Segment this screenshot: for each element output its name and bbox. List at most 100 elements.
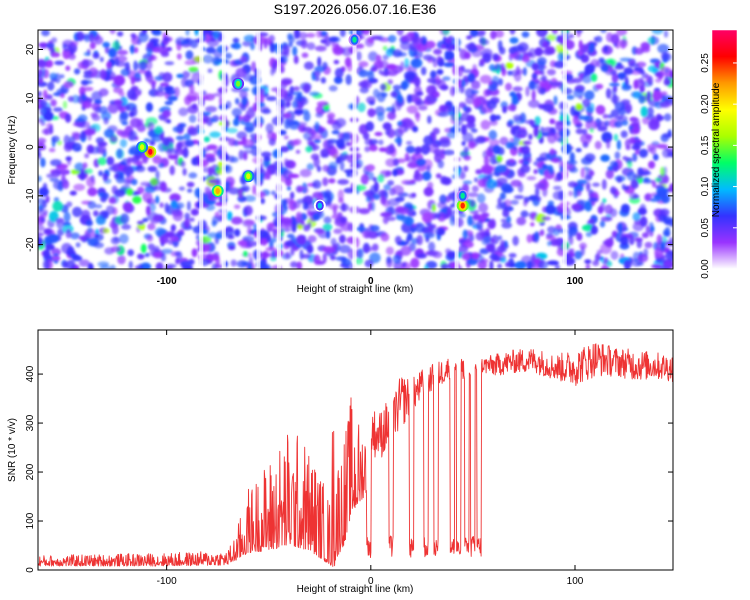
heatmap-cell bbox=[190, 208, 199, 216]
heatmap-cell bbox=[239, 56, 248, 63]
heatmap-cell bbox=[547, 240, 552, 247]
heatmap-cell bbox=[516, 134, 526, 139]
heatmap-cell bbox=[49, 124, 54, 135]
heatmap-cell bbox=[387, 180, 395, 186]
heatmap-cell bbox=[639, 216, 648, 227]
heatmap-cell bbox=[215, 232, 222, 240]
heatmap-cell bbox=[390, 91, 398, 98]
heatmap-cell bbox=[663, 30, 669, 38]
heatmap-cell bbox=[50, 169, 61, 178]
heatmap-cell bbox=[443, 62, 455, 68]
heatmap-cell bbox=[182, 168, 187, 176]
heatmap-cell bbox=[142, 217, 149, 223]
heatmap-cell bbox=[328, 85, 338, 92]
heatmap-cell bbox=[290, 191, 295, 200]
heatmap-cell bbox=[265, 96, 277, 102]
heatmap-cell bbox=[346, 62, 353, 72]
heatmap-cell bbox=[290, 161, 296, 167]
heatmap-cell bbox=[209, 118, 217, 123]
heatmap-cell bbox=[490, 238, 495, 244]
heatmap-cell bbox=[465, 95, 475, 105]
heatmap-cell bbox=[506, 215, 512, 224]
heatmap-cell bbox=[392, 254, 402, 264]
heatmap-cell bbox=[225, 100, 232, 109]
heatmap-cell bbox=[103, 128, 115, 138]
heatmap-cell bbox=[154, 75, 164, 81]
heatmap-cell bbox=[648, 160, 656, 169]
heatmap-cell bbox=[236, 260, 248, 268]
heatmap-cell bbox=[569, 152, 575, 163]
heatmap-cell bbox=[397, 121, 403, 126]
heatmap-cell bbox=[46, 42, 55, 49]
heatmap-cell bbox=[150, 137, 156, 146]
heatmap-cell bbox=[413, 172, 424, 182]
heatmap-cell bbox=[520, 164, 531, 174]
heatmap-cell bbox=[472, 98, 482, 108]
heatmap-cell bbox=[376, 91, 386, 103]
heatmap-cell bbox=[69, 190, 77, 196]
heatmap-cell bbox=[169, 193, 181, 202]
heatmap-cell bbox=[485, 179, 498, 189]
heatmap-cell bbox=[530, 212, 537, 218]
heatmap-cell bbox=[140, 181, 151, 187]
heatmap-cell bbox=[496, 177, 508, 185]
heatmap-cell bbox=[240, 185, 250, 193]
heatmap-cell bbox=[202, 54, 214, 64]
heatmap-cell bbox=[187, 188, 193, 193]
heatmap-cell bbox=[499, 202, 507, 209]
heatmap-cell bbox=[354, 257, 364, 265]
heatmap-cell bbox=[427, 77, 437, 84]
heatmap-cell bbox=[163, 117, 169, 123]
heatmap-cell bbox=[625, 145, 631, 151]
heatmap-cell bbox=[435, 75, 440, 84]
heatmap-cell bbox=[367, 71, 375, 82]
heatmap-cell bbox=[147, 41, 154, 50]
heatmap-cell bbox=[67, 96, 74, 102]
heatmap-cell bbox=[600, 154, 610, 162]
heatmap-cell bbox=[42, 249, 51, 260]
heatmap-cell bbox=[502, 105, 508, 114]
heatmap-cell bbox=[205, 93, 215, 101]
heatmap-cell bbox=[119, 233, 129, 244]
heatmap-cell bbox=[162, 109, 171, 118]
heatmap-cell bbox=[471, 80, 481, 90]
heatmap-cell bbox=[463, 51, 471, 60]
heatmap-cell bbox=[550, 81, 562, 87]
heatmap-cell bbox=[398, 127, 406, 135]
heatmap-cell bbox=[499, 136, 509, 146]
heatmap-cell bbox=[342, 153, 350, 160]
heatmap-cell bbox=[571, 203, 582, 211]
heatmap-cell bbox=[207, 38, 220, 47]
heatmap-cell bbox=[505, 261, 510, 268]
heatmap-cell bbox=[370, 35, 382, 41]
heatmap-cell bbox=[43, 228, 53, 235]
heatmap-cell bbox=[87, 187, 98, 197]
heatmap-cell bbox=[382, 45, 388, 51]
colorbar-tick-label: 0.10 bbox=[700, 176, 711, 196]
heatmap-cell bbox=[462, 180, 473, 185]
heatmap-cell bbox=[572, 115, 579, 126]
heatmap-cell bbox=[472, 63, 478, 74]
heatmap-cell bbox=[208, 179, 220, 184]
heatmap-cell bbox=[203, 136, 210, 143]
heatmap-cell bbox=[392, 84, 402, 91]
heatmap-cell bbox=[633, 67, 644, 72]
colorbar-frame bbox=[711, 29, 738, 270]
heatmap-cell bbox=[261, 108, 272, 115]
heatmap-cell bbox=[106, 61, 112, 69]
heatmap-cell bbox=[109, 30, 116, 35]
heatmap-cell bbox=[71, 94, 80, 104]
heatmap-cell bbox=[376, 54, 382, 63]
heatmap-cell bbox=[47, 81, 55, 91]
heatmap-cell bbox=[207, 253, 220, 261]
heatmap-cell bbox=[235, 97, 240, 105]
heatmap-cell bbox=[623, 259, 632, 269]
heatmap-cell bbox=[243, 205, 253, 216]
heatmap-cell bbox=[242, 40, 252, 47]
heatmap-cell bbox=[169, 236, 180, 242]
heatmap-cell bbox=[576, 179, 588, 185]
heatmap-cell bbox=[495, 164, 507, 173]
heatmap-cell bbox=[184, 212, 190, 220]
heatmap-cell bbox=[38, 78, 43, 84]
heatmap-cell bbox=[554, 264, 561, 269]
